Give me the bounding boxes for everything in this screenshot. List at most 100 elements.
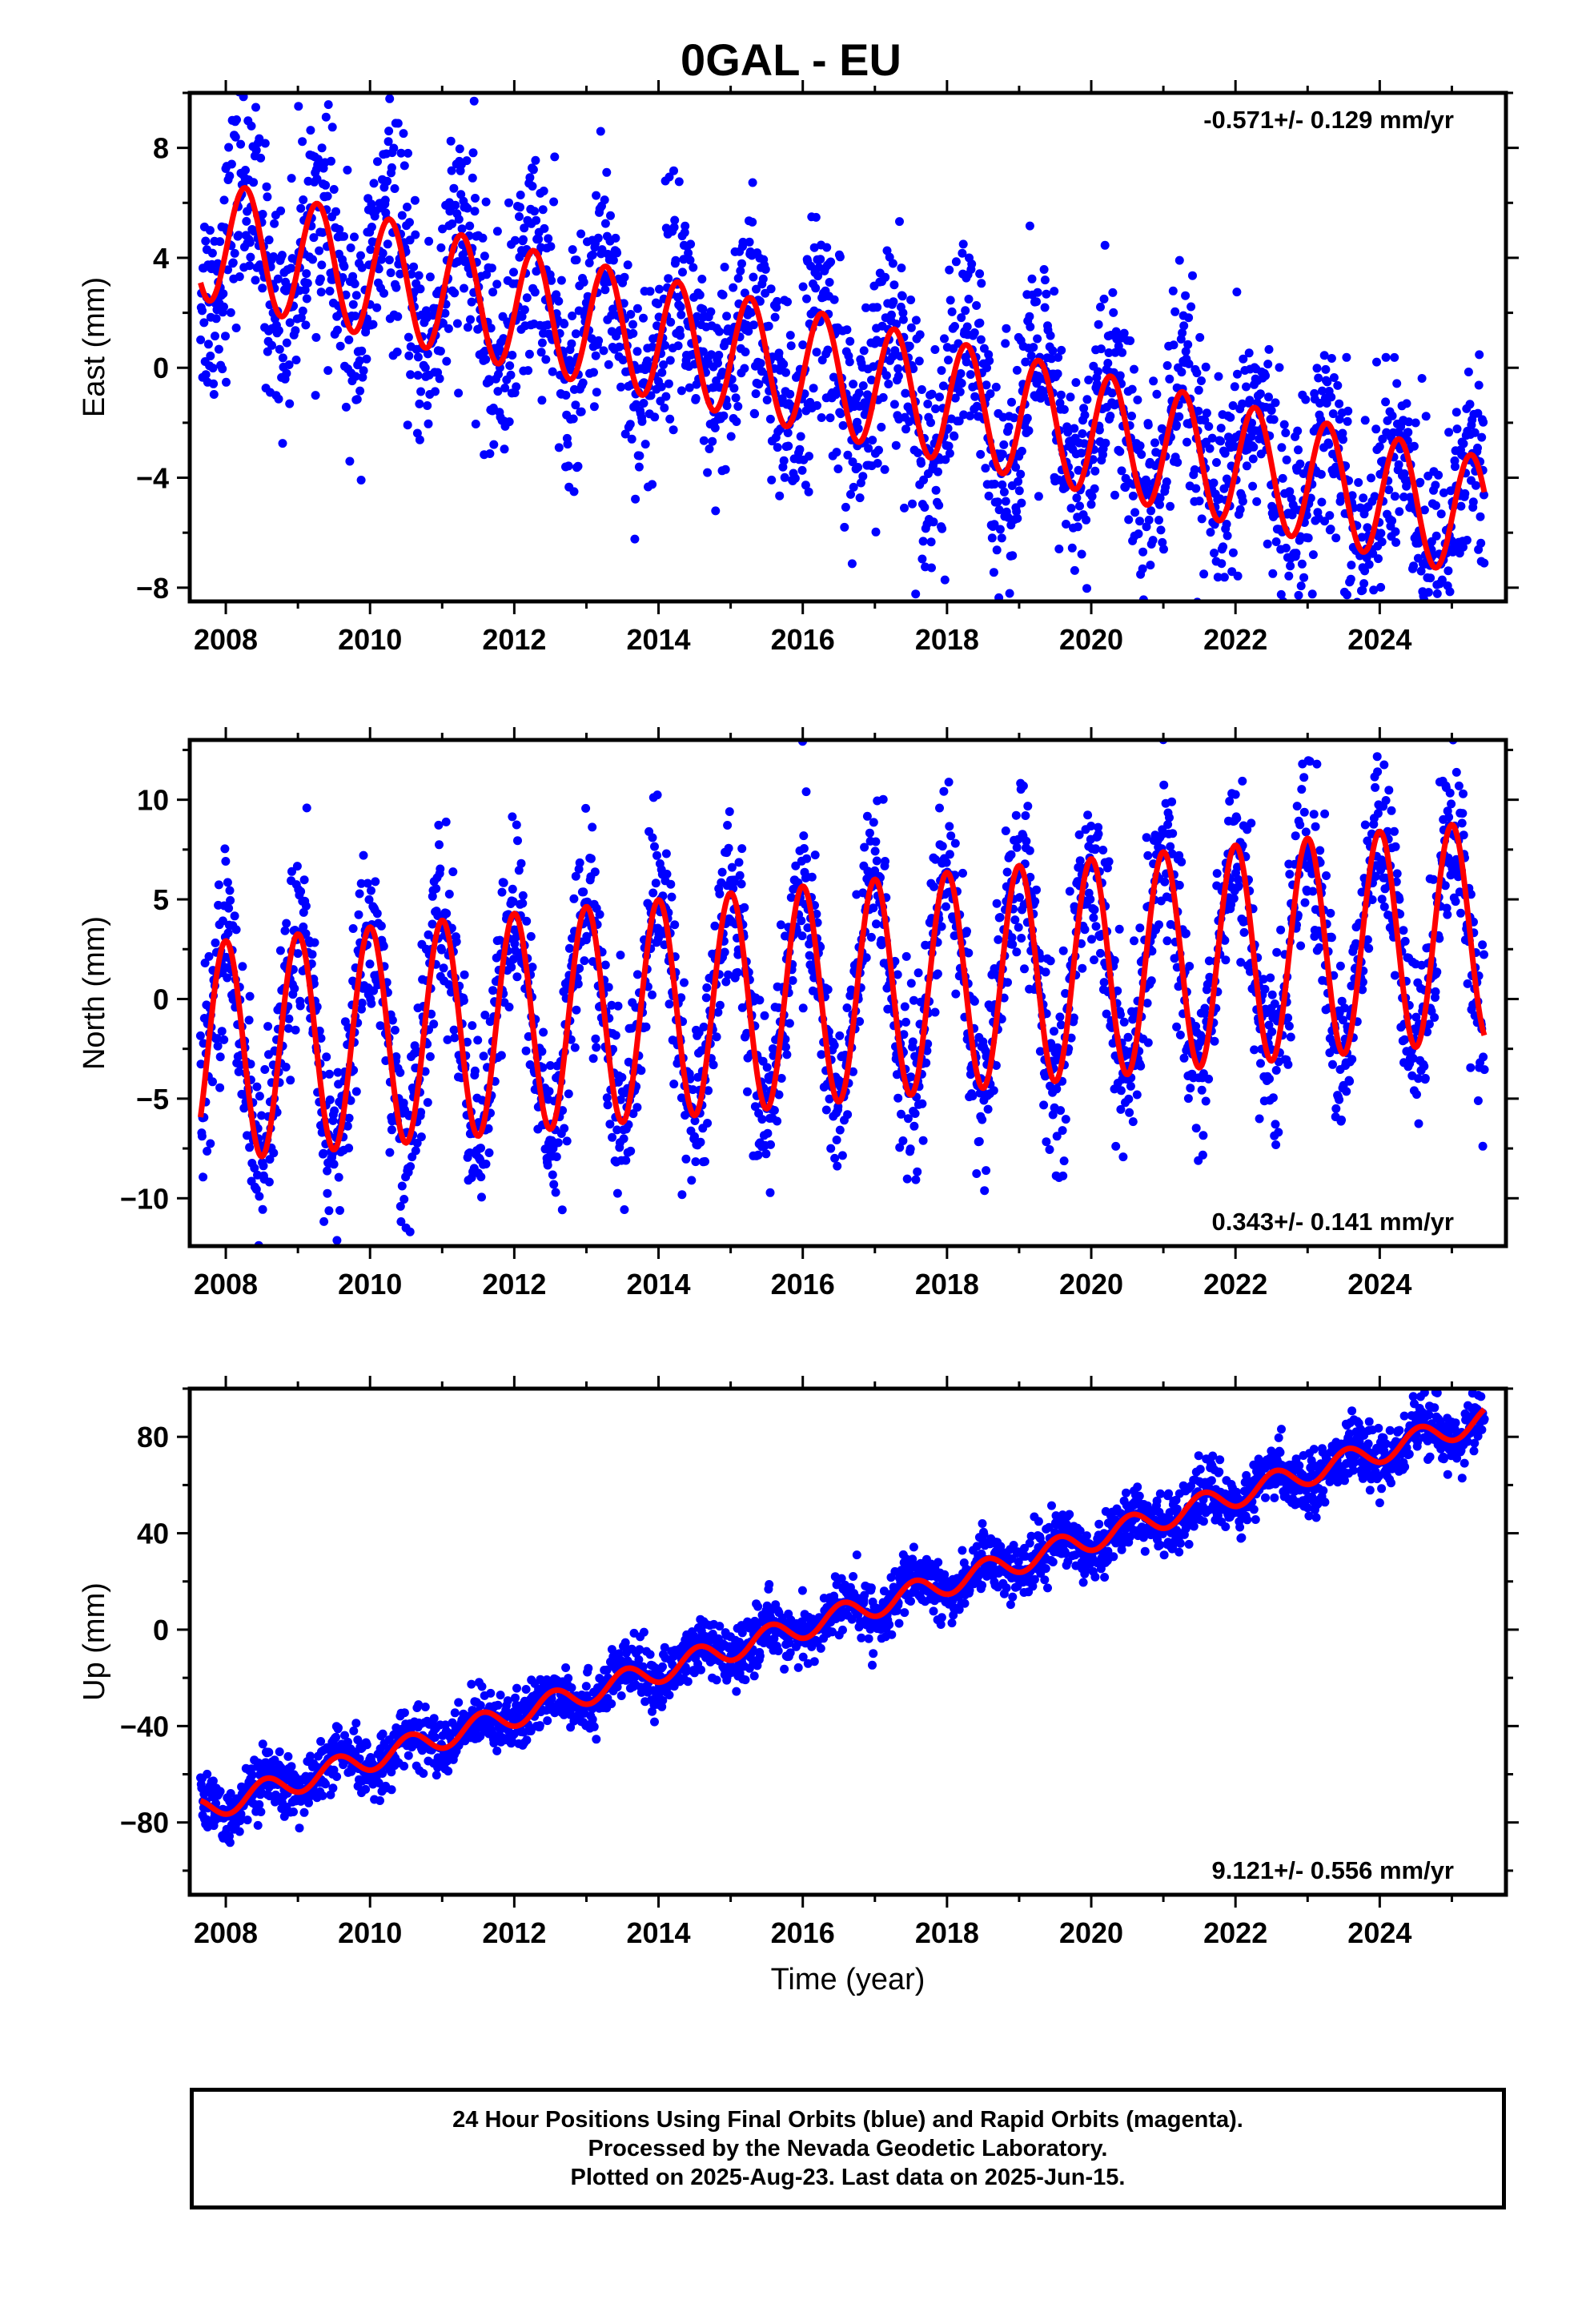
- data-point: [1052, 1132, 1062, 1141]
- data-point: [906, 323, 916, 332]
- data-point: [452, 319, 462, 328]
- data-point: [424, 236, 434, 246]
- data-point: [900, 503, 909, 513]
- data-point: [1239, 354, 1248, 364]
- data-point: [1042, 1137, 1051, 1147]
- data-point: [909, 364, 918, 373]
- data-point: [604, 983, 613, 992]
- data-point: [830, 1153, 840, 1163]
- data-point: [708, 436, 717, 446]
- data-point: [1470, 428, 1480, 437]
- data-point: [901, 951, 911, 961]
- data-point: [690, 1132, 699, 1141]
- data-point: [1127, 412, 1136, 420]
- data-point: [549, 1180, 559, 1189]
- data-point: [548, 1170, 557, 1180]
- data-point: [679, 255, 689, 264]
- data-point: [1162, 477, 1171, 487]
- data-point: [853, 463, 863, 472]
- data-point: [619, 1134, 628, 1144]
- data-point: [463, 323, 472, 332]
- data-point: [1279, 420, 1289, 429]
- data-point: [1238, 776, 1247, 786]
- data-point: [1033, 287, 1042, 297]
- data-point: [801, 787, 811, 797]
- data-point: [396, 148, 406, 158]
- data-point: [463, 1037, 472, 1047]
- data-point: [1248, 481, 1258, 491]
- data-point: [878, 794, 888, 804]
- data-point: [1299, 773, 1309, 782]
- data-point: [423, 401, 432, 410]
- data-point: [1439, 630, 1447, 639]
- data-point: [505, 361, 515, 371]
- data-point: [944, 778, 954, 787]
- data-point: [1173, 457, 1182, 467]
- data-point: [1274, 676, 1283, 685]
- data-point: [1473, 443, 1482, 452]
- data-point: [362, 354, 371, 364]
- data-point: [525, 173, 535, 183]
- data-point: [454, 215, 464, 224]
- data-point: [1191, 484, 1201, 493]
- data-point: [641, 1022, 651, 1031]
- data-point: [346, 1096, 355, 1105]
- data-point: [659, 360, 669, 369]
- data-point: [972, 1169, 982, 1178]
- data-point: [300, 285, 310, 295]
- data-point: [848, 457, 857, 467]
- data-point: [313, 155, 323, 164]
- data-point: [280, 926, 290, 935]
- data-point: [842, 325, 852, 335]
- data-point: [379, 942, 388, 951]
- data-point: [1065, 887, 1074, 896]
- data-point: [312, 174, 322, 183]
- data-point: [263, 347, 272, 356]
- data-point: [669, 425, 678, 435]
- data-point: [329, 185, 339, 194]
- data-point: [665, 356, 675, 365]
- data-point: [518, 891, 528, 900]
- data-point: [786, 341, 796, 351]
- data-point: [1355, 608, 1363, 617]
- data-point: [260, 1065, 270, 1074]
- data-point: [946, 296, 955, 305]
- data-point: [1104, 857, 1114, 866]
- north-scatter: [195, 740, 1489, 1246]
- data-point: [670, 920, 680, 930]
- data-point: [1181, 291, 1191, 300]
- data-point: [460, 283, 468, 293]
- data-point: [1322, 871, 1331, 880]
- data-point: [842, 1003, 852, 1012]
- data-point: [1351, 679, 1360, 688]
- data-point: [982, 380, 991, 390]
- data-point: [378, 248, 387, 258]
- data-point: [590, 867, 600, 877]
- north-panel: 2008 2010 2012 2014 2016 2018 2020 2022 20241050…: [78, 727, 1519, 1301]
- data-point: [496, 1051, 506, 1060]
- data-point: [589, 368, 598, 377]
- data-point: [957, 313, 966, 323]
- data-point: [277, 251, 287, 260]
- data-point: [245, 1143, 255, 1152]
- data-point: [1146, 976, 1156, 986]
- data-point: [1162, 361, 1172, 370]
- data-point: [463, 203, 472, 213]
- data-point: [990, 480, 999, 489]
- data-point: [721, 977, 731, 987]
- data-point: [1160, 877, 1170, 887]
- data-point: [691, 394, 701, 403]
- data-point: [425, 1051, 435, 1061]
- data-point: [582, 931, 592, 941]
- data-point: [906, 979, 916, 988]
- data-point: [1347, 491, 1357, 501]
- data-point: [1234, 881, 1243, 891]
- data-point: [350, 232, 359, 242]
- data-point: [989, 568, 998, 577]
- data-point: [1130, 364, 1138, 374]
- data-point: [303, 279, 312, 288]
- data-point: [786, 893, 796, 903]
- data-point: [301, 901, 311, 911]
- data-point: [209, 390, 219, 399]
- data-point: [387, 1015, 397, 1025]
